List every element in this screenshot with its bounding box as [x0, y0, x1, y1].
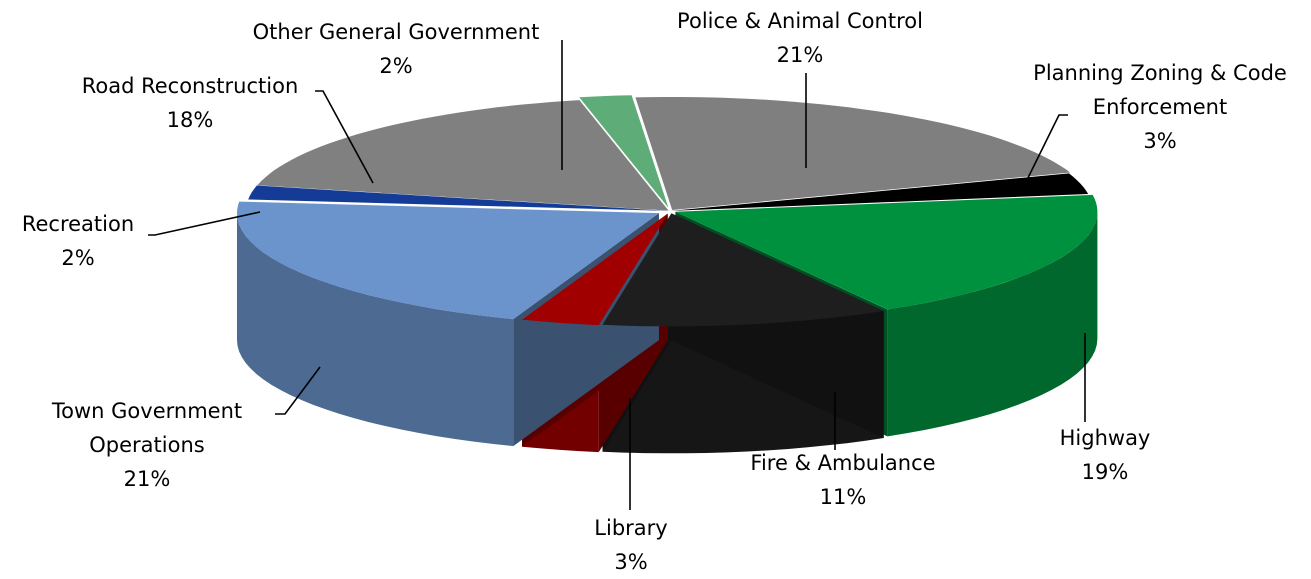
- slice-name-label: Enforcement: [1092, 95, 1228, 119]
- slice-name-label: Planning Zoning & Code: [1033, 61, 1287, 85]
- slice-top-recreation: [248, 185, 668, 211]
- leader-line-road-reconstruction: [315, 90, 374, 184]
- data-label-police-and-animal-control: Police & Animal Control 21%: [677, 4, 923, 72]
- data-label-library: Library 3%: [594, 511, 667, 579]
- slice-top-police-and-animal-control: [635, 97, 1071, 210]
- slice-name-label: Library: [594, 516, 668, 540]
- slice-name-label: Town Government: [51, 399, 243, 423]
- leader-line-planning-zoning-and-code-enforcement: [1021, 114, 1068, 191]
- slice-name-label: Operations: [89, 433, 205, 457]
- pie-tops: [237, 95, 1098, 327]
- data-label-highway: Highway 19%: [1060, 421, 1151, 489]
- slice-top-planning-zoning-and-code-enforcement: [671, 173, 1089, 211]
- slice-percent-label: 3%: [1143, 129, 1177, 153]
- slice-percent-label: 3%: [614, 550, 648, 574]
- slice-top-library: [522, 213, 668, 326]
- slice-side-town-government-operations: [237, 213, 514, 447]
- slice-name-label: Fire & Ambulance: [750, 451, 936, 475]
- slice-name-label: Other General Government: [252, 20, 540, 44]
- data-label-town-government-operations: Town Government Operations 21%: [52, 394, 242, 496]
- slice-name-label: Recreation: [21, 212, 135, 236]
- slice-top-fire-and-ambulance: [602, 213, 884, 327]
- data-label-other-general-government: Other General Government 2%: [253, 15, 540, 83]
- slice-top-other-general-government: [579, 95, 669, 208]
- slice-name-label: Highway: [1059, 426, 1151, 450]
- slice-top-highway: [675, 194, 1098, 310]
- leader-line-recreation: [148, 211, 261, 236]
- data-label-recreation: Recreation 2%: [22, 207, 134, 275]
- slice-percent-label: 18%: [166, 108, 214, 132]
- slice-percent-label: 21%: [776, 43, 824, 67]
- slice-percent-label: 11%: [819, 485, 867, 509]
- slice-percent-label: 2%: [61, 246, 95, 270]
- slice-name-label: Road Reconstruction: [81, 74, 299, 98]
- slice-top-town-government-operations: [237, 201, 659, 320]
- leader-line-town-government-operations: [275, 366, 321, 415]
- slice-top-road-reconstruction: [257, 100, 669, 211]
- data-label-road-reconstruction: Road Reconstruction 18%: [82, 69, 299, 137]
- slice-percent-label: 2%: [379, 54, 413, 78]
- slice-name-label: Police & Animal Control: [677, 9, 923, 33]
- data-label-fire-and-ambulance: Fire & Ambulance 11%: [750, 446, 935, 514]
- slice-percent-label: 21%: [123, 467, 171, 491]
- slice-side-highway: [887, 211, 1098, 437]
- slice-percent-label: 19%: [1081, 460, 1129, 484]
- leader-lines: [148, 40, 1086, 510]
- data-label-planning-zoning-and-code-enforcement: Planning Zoning & Code Enforcement 3%: [1033, 56, 1287, 158]
